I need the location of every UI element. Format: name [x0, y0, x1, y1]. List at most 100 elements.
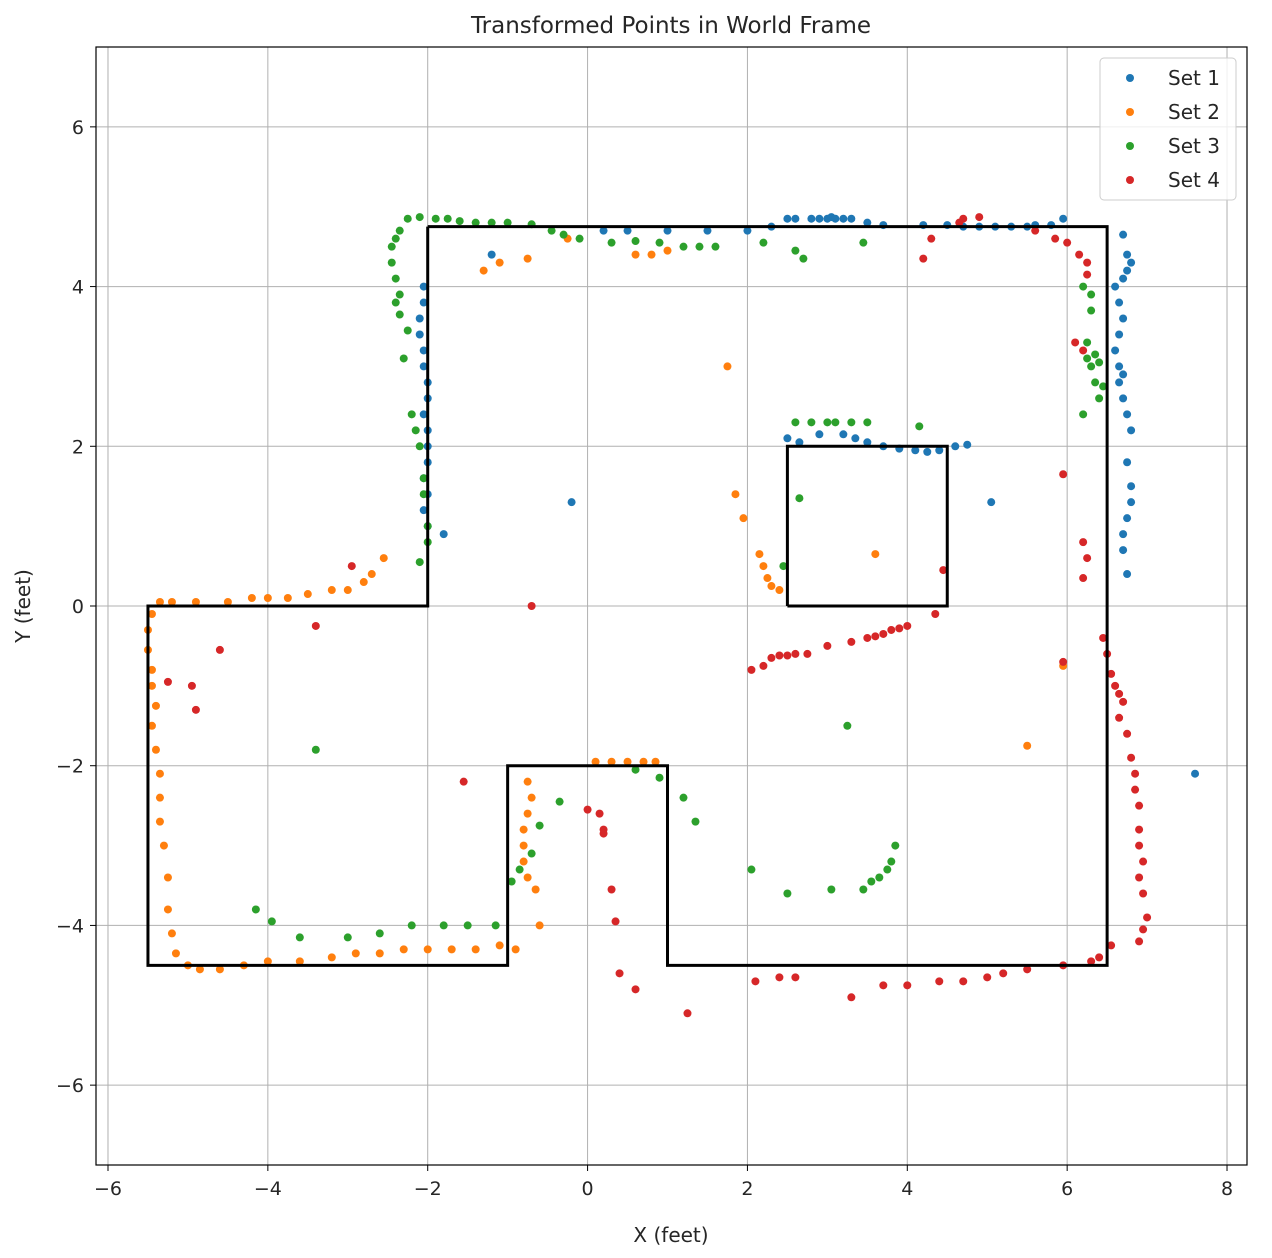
data-point [1111, 681, 1120, 690]
data-point [963, 440, 972, 449]
data-point [263, 957, 272, 966]
data-point [415, 213, 424, 222]
data-point [1119, 546, 1128, 555]
data-point [155, 793, 164, 802]
data-point [327, 586, 336, 595]
data-point [159, 841, 168, 850]
data-point [631, 985, 640, 994]
data-point [419, 474, 428, 483]
data-point [655, 773, 664, 782]
data-point [1119, 314, 1128, 323]
data-point [419, 506, 428, 515]
data-point [839, 214, 848, 223]
data-point [723, 362, 732, 371]
data-point [195, 965, 204, 974]
data-point [303, 590, 312, 599]
data-point [1127, 426, 1136, 435]
data-point [691, 817, 700, 826]
data-point [247, 594, 256, 603]
y-tick-label: 0 [72, 596, 84, 618]
data-point [639, 757, 648, 766]
data-point [847, 993, 856, 1002]
data-point [983, 973, 992, 982]
legend-label: Set 3 [1168, 134, 1220, 158]
data-point [283, 594, 292, 603]
data-point [847, 418, 856, 427]
data-point [507, 877, 516, 886]
data-point [831, 418, 840, 427]
data-point [775, 651, 784, 660]
data-point [251, 905, 260, 914]
data-point [215, 645, 224, 654]
data-point [163, 677, 172, 686]
data-point [879, 629, 888, 638]
data-point [1127, 498, 1136, 507]
data-point [607, 238, 616, 247]
data-point [223, 598, 232, 607]
data-point [395, 290, 404, 299]
data-point [647, 250, 656, 259]
data-point [147, 721, 156, 730]
data-point [519, 841, 528, 850]
data-point [151, 701, 160, 710]
data-point [559, 230, 568, 239]
data-point [863, 633, 872, 642]
data-point [775, 973, 784, 982]
data-point [999, 969, 1008, 978]
data-point [887, 857, 896, 866]
data-point [859, 885, 868, 894]
data-point [527, 602, 536, 610]
data-point [815, 430, 824, 439]
data-point [1051, 234, 1060, 243]
data-point [1143, 913, 1152, 922]
data-point [607, 885, 616, 894]
data-point [1139, 889, 1148, 898]
data-point [387, 242, 396, 251]
data-point [1087, 957, 1096, 966]
x-tick-label: 2 [741, 1178, 753, 1200]
data-point [1083, 554, 1092, 563]
data-point [155, 598, 164, 607]
data-point [1099, 633, 1108, 642]
data-point [415, 442, 424, 451]
data-point [747, 865, 756, 874]
wall-outlines [146, 225, 1109, 967]
data-point [791, 973, 800, 982]
data-point [911, 446, 920, 455]
data-point [827, 885, 836, 894]
data-point [1115, 330, 1124, 339]
data-point [407, 410, 416, 419]
data-point [679, 242, 688, 251]
series-3-points [251, 213, 1108, 942]
data-point [1123, 570, 1132, 579]
data-point [1115, 689, 1124, 698]
series-2-points [143, 234, 1068, 974]
data-point [1135, 841, 1144, 850]
data-point [1135, 825, 1144, 834]
data-point [347, 562, 356, 571]
data-point [495, 941, 504, 950]
y-axis-title: Y (feet) [11, 569, 35, 644]
data-point [583, 805, 592, 814]
data-point [927, 234, 936, 243]
data-point [519, 857, 528, 866]
data-point [1119, 394, 1128, 403]
data-point [1059, 470, 1068, 479]
legend-label: Set 2 [1168, 100, 1220, 124]
data-point [871, 632, 880, 641]
data-point [1087, 306, 1096, 315]
data-point [151, 745, 160, 754]
data-point [831, 214, 840, 223]
data-point [803, 649, 812, 658]
data-point [767, 582, 776, 591]
data-point [1139, 857, 1148, 866]
data-point [527, 849, 536, 858]
data-point [1095, 394, 1104, 403]
data-point [739, 514, 748, 523]
data-point [459, 777, 468, 786]
data-point [1127, 482, 1136, 491]
data-point [663, 226, 672, 235]
data-point [447, 945, 456, 954]
data-point [523, 809, 532, 818]
